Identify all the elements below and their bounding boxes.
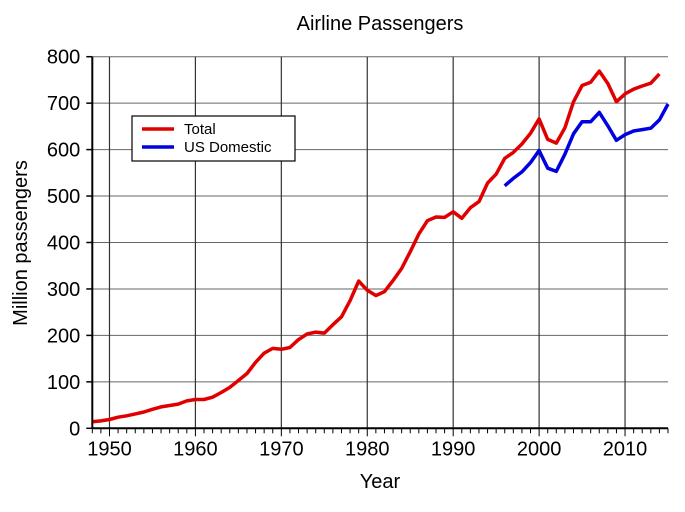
x-tick-label: 1990 (431, 438, 476, 460)
x-tick-label: 1980 (345, 438, 390, 460)
y-tick-label: 200 (47, 325, 80, 347)
legend-label-us-domestic: US Domestic (184, 139, 272, 156)
y-tick-label: 100 (47, 372, 80, 394)
series-line-us-domestic (503, 103, 670, 188)
x-axis-label: Year (360, 471, 401, 493)
axes: 0 100 200 300 400 500 600 700 800 1950 1960 1970 198… (47, 47, 669, 460)
y-tick-label: 600 (47, 140, 80, 162)
grid (92, 56, 668, 429)
y-axis-label: Million passengers (10, 160, 32, 326)
x-tick-label: 1960 (173, 438, 218, 460)
x-tick-label: 1970 (259, 438, 304, 460)
y-tick-label: 500 (47, 186, 80, 208)
y-tick-label: 700 (47, 93, 80, 115)
x-tick-label: 2010 (603, 438, 648, 460)
x-tick-label: 1950 (87, 438, 132, 460)
series-group (92, 69, 670, 424)
y-tick-label: 300 (47, 279, 80, 301)
y-tick-label: 800 (47, 47, 80, 69)
x-tick-label: 2000 (517, 438, 562, 460)
y-tick-label: 400 (47, 233, 80, 255)
y-tick-label: 0 (69, 418, 80, 440)
legend-box (131, 115, 296, 162)
legend-label-total: Total (184, 121, 216, 138)
legend: Total US Domestic (131, 115, 296, 162)
chart-title: Airline Passengers (297, 13, 464, 35)
